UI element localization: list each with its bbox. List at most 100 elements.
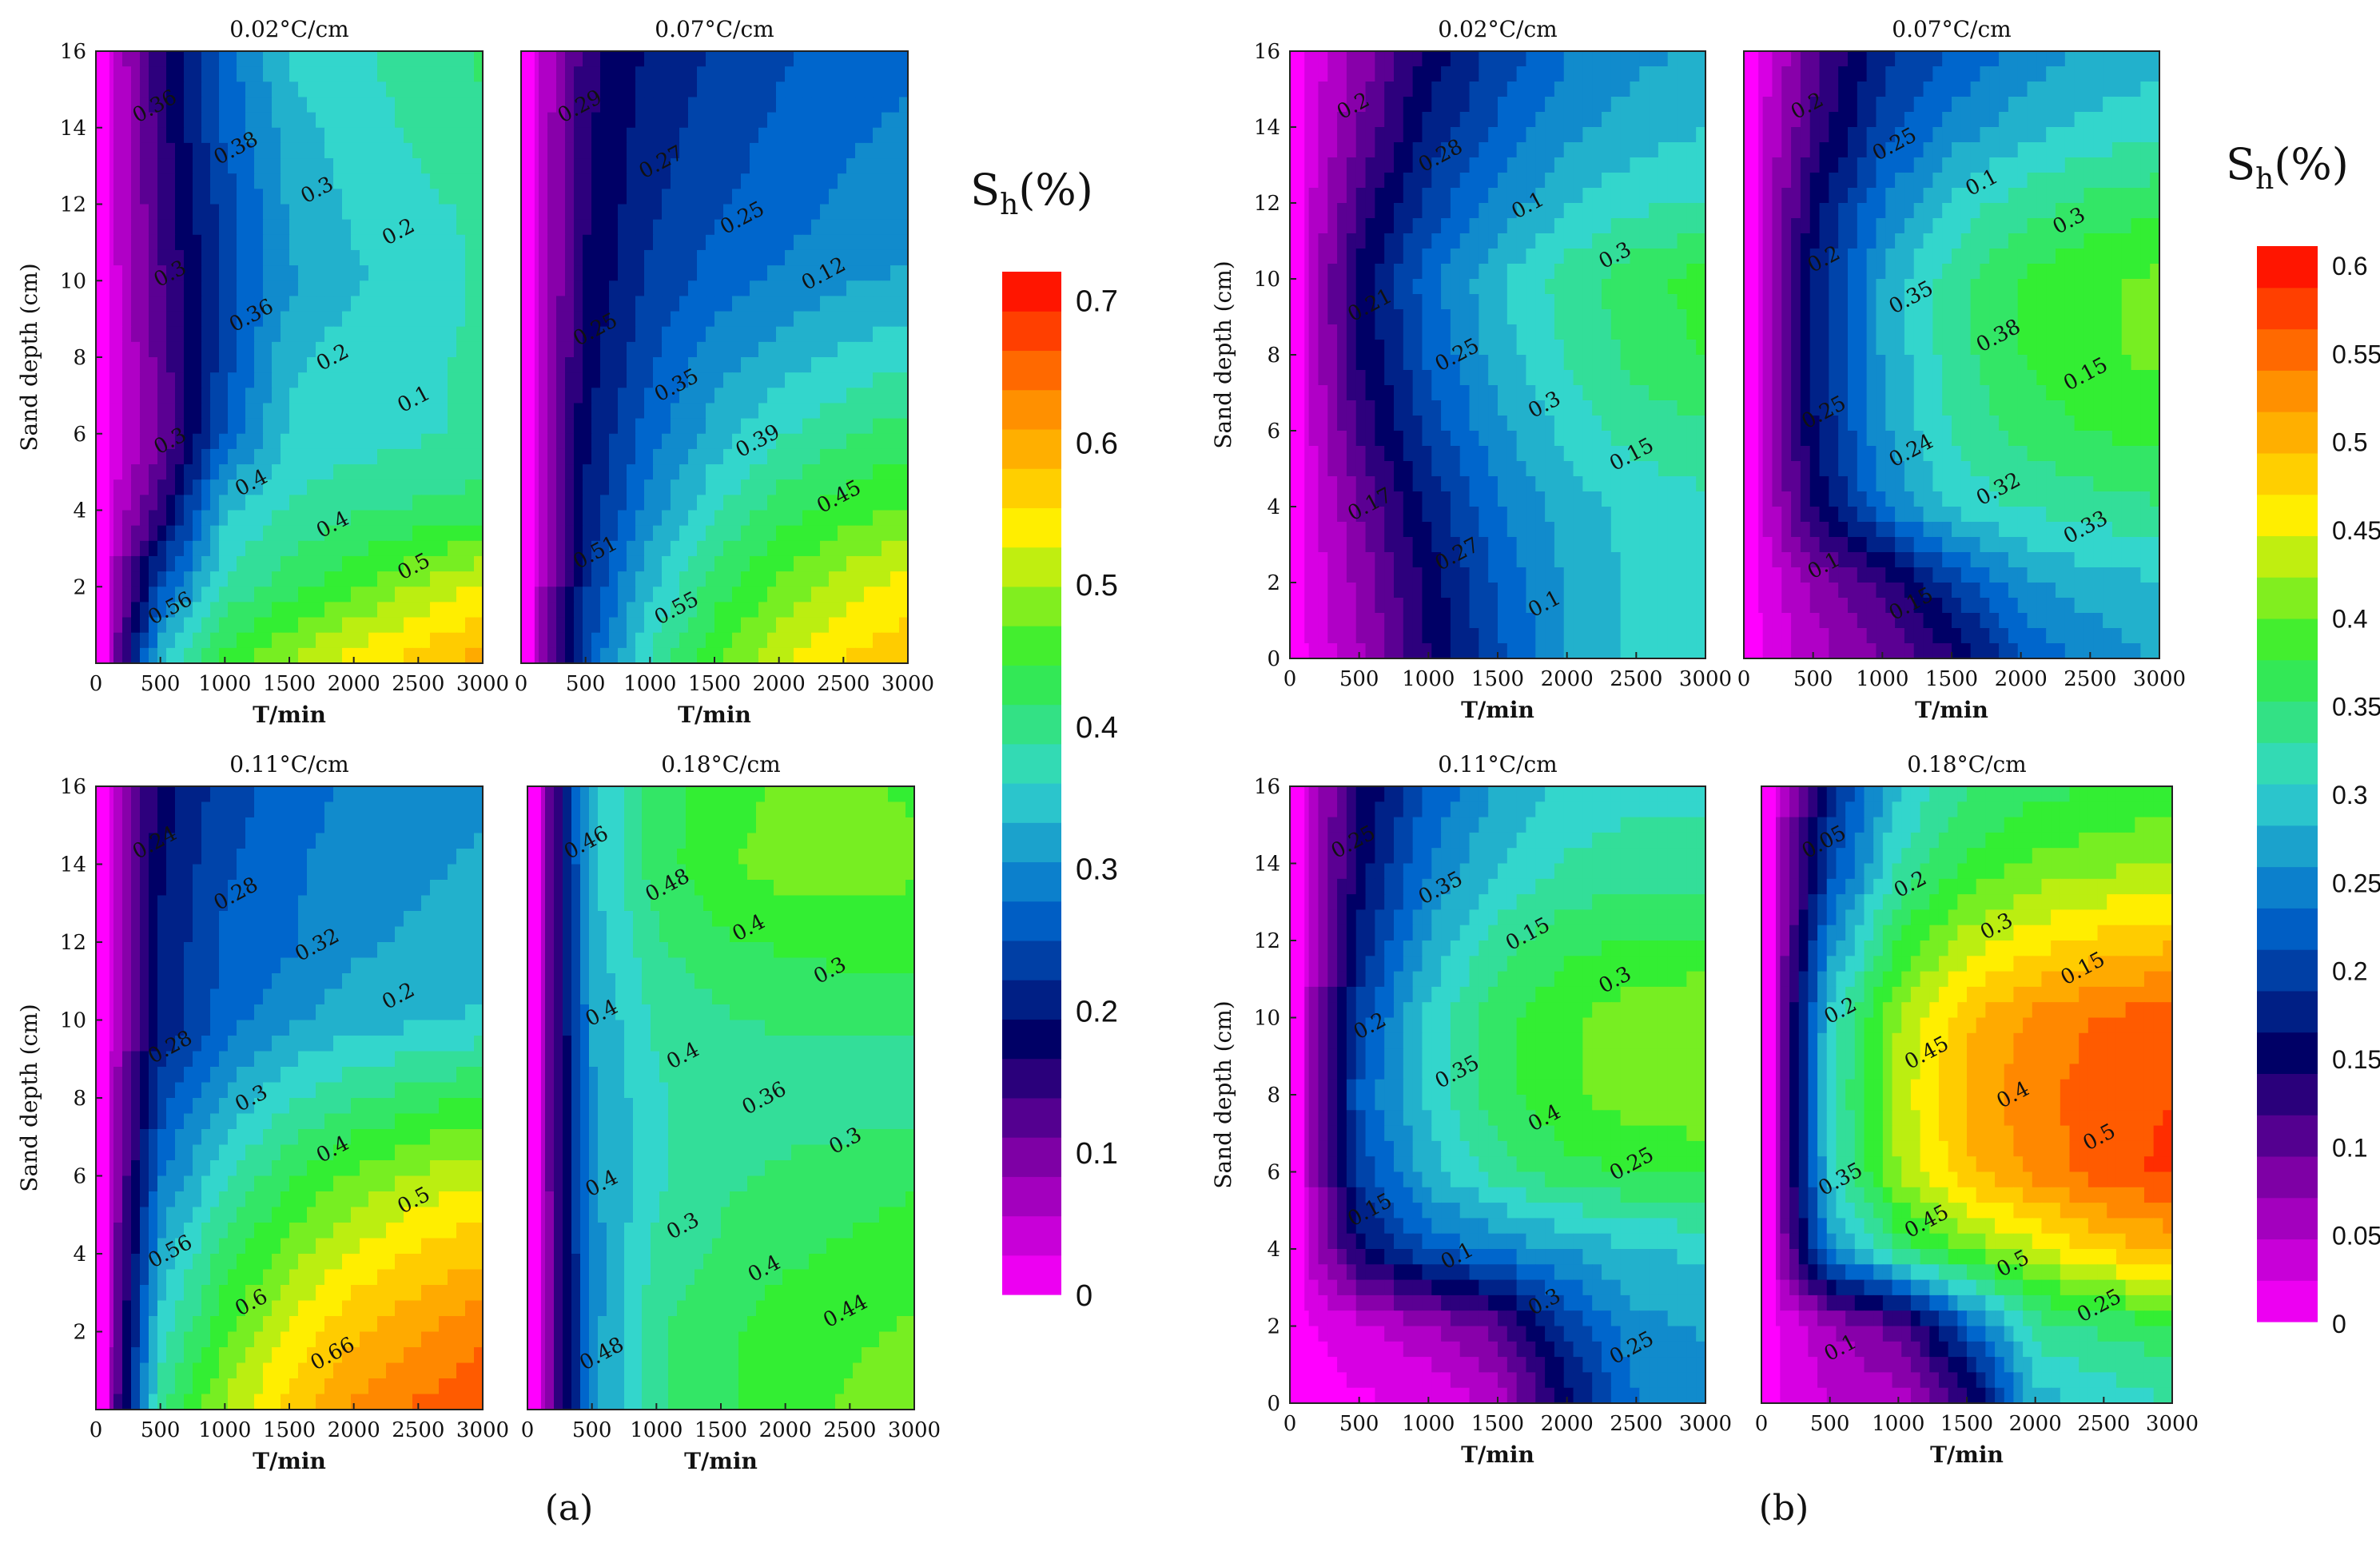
field-cell [838, 265, 847, 281]
field-cell [653, 127, 663, 144]
field-cell [149, 311, 158, 328]
field-cell [140, 112, 149, 129]
field-cell [421, 602, 431, 618]
field-cell [166, 540, 176, 557]
field-cell [430, 495, 440, 511]
field-cell [890, 525, 900, 542]
field-cell [193, 265, 202, 281]
field-cell [333, 1238, 343, 1255]
field-cell [272, 1098, 281, 1115]
field-cell [565, 525, 575, 542]
field-cell [254, 1175, 264, 1192]
field-cell [113, 571, 123, 587]
field-cell [785, 540, 794, 557]
field-cell [228, 1036, 237, 1052]
field-cell [404, 1004, 413, 1021]
field-cell [474, 617, 484, 634]
contour-panels: 0.360.380.30.20.30.360.20.10.30.40.40.50… [16, 16, 2199, 1474]
field-cell [671, 189, 680, 205]
field-cell [281, 988, 290, 1005]
field-cell [298, 296, 308, 312]
field-cell [140, 372, 149, 388]
field-cell [140, 1144, 149, 1161]
field-cell [794, 525, 803, 542]
field-cell [758, 403, 768, 420]
field-cell [272, 189, 281, 205]
field-cell [368, 403, 378, 420]
field-cell [131, 1175, 141, 1192]
field-cell [838, 51, 847, 67]
field-cell [838, 112, 847, 129]
field-cell [193, 957, 202, 974]
field-cell [714, 97, 724, 113]
field-cell [368, 1036, 378, 1052]
field-cell [609, 296, 619, 312]
field-cell [583, 219, 592, 236]
field-cell [846, 311, 856, 328]
field-cell [697, 142, 706, 159]
field-cell [307, 602, 316, 618]
field-cell [609, 112, 619, 129]
field-cell [627, 525, 636, 542]
field-cell [688, 311, 698, 328]
field-cell [456, 1020, 466, 1036]
field-cell [404, 142, 413, 159]
field-cell [377, 112, 387, 129]
field-cell [360, 1036, 369, 1052]
field-cell [732, 433, 742, 450]
field-cell [618, 372, 627, 388]
field-cell [254, 341, 264, 358]
field-cell [706, 647, 715, 664]
field-cell [644, 587, 654, 602]
field-cell [263, 817, 273, 834]
field-cell [653, 571, 663, 587]
field-cell [662, 448, 671, 465]
field-cell [281, 249, 290, 266]
field-cell [342, 1020, 352, 1036]
field-cell [758, 632, 768, 649]
field-cell [802, 66, 812, 82]
field-cell [697, 296, 706, 312]
field-cell [289, 1223, 299, 1239]
field-cell [758, 540, 768, 557]
field-cell [653, 265, 663, 281]
field-cell [750, 51, 759, 67]
field-cell [899, 219, 909, 236]
field-cell [741, 51, 750, 67]
field-cell [324, 448, 334, 465]
field-cell [342, 1160, 352, 1177]
field-cell [219, 942, 229, 959]
field-cell [113, 158, 123, 174]
field-cell [732, 464, 742, 480]
field-cell [474, 1020, 484, 1036]
field-cell [324, 617, 334, 634]
field-cell [741, 357, 750, 373]
field-cell [439, 1113, 448, 1130]
field-cell [228, 388, 237, 404]
field-cell [149, 142, 158, 159]
field-cell [421, 973, 431, 990]
field-cell [219, 525, 229, 542]
field-cell [679, 280, 689, 296]
field-cell [272, 1269, 281, 1286]
field-cell [193, 112, 202, 129]
field-cell [662, 571, 671, 587]
field-cell [864, 587, 874, 602]
field-cell [281, 1082, 290, 1099]
field-cell [609, 280, 619, 296]
field-cell [627, 82, 636, 98]
field-cell [618, 296, 627, 312]
field-cell [591, 495, 601, 511]
field-cell [430, 911, 440, 928]
field-cell [201, 112, 211, 129]
field-cell [149, 817, 158, 834]
field-cell [395, 249, 404, 266]
field-cell [456, 1160, 466, 1177]
field-cell [547, 97, 557, 113]
field-cell [714, 296, 724, 312]
field-cell [855, 525, 865, 542]
field-cell [289, 204, 299, 221]
field-cell [175, 249, 185, 266]
field-cell [237, 1113, 246, 1130]
field-cell [644, 433, 654, 450]
